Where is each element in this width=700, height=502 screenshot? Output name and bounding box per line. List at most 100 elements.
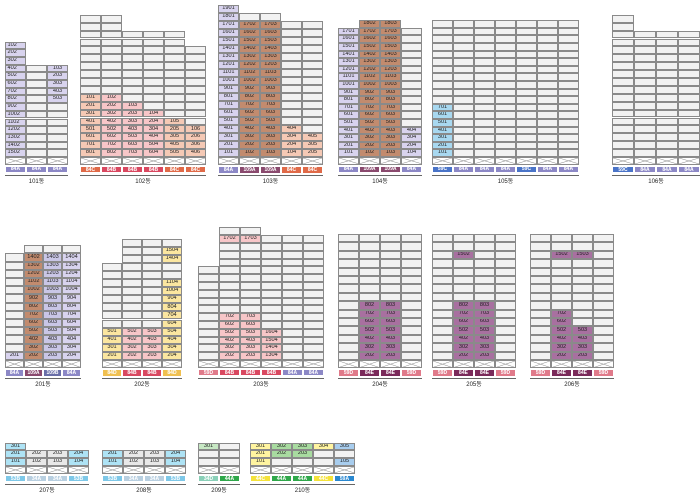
unit-cell: 1403 bbox=[380, 50, 401, 59]
pilotis-cell bbox=[47, 157, 68, 165]
unit-cell: 301 bbox=[5, 442, 26, 451]
unit-cell: 1403 bbox=[43, 253, 62, 262]
unit-cell bbox=[401, 234, 422, 243]
unit-cell bbox=[164, 85, 185, 94]
unit-cell: 903 bbox=[380, 88, 401, 97]
unit-cell bbox=[558, 73, 579, 81]
unit-cell: 303 bbox=[260, 133, 281, 141]
unit-cell bbox=[240, 289, 261, 298]
unit-cell bbox=[26, 118, 47, 127]
unit-cell bbox=[656, 117, 678, 126]
unit-cell bbox=[80, 30, 101, 39]
unit-cell: 702 bbox=[24, 310, 43, 319]
unit-cell bbox=[593, 234, 614, 243]
unit-cell: 702 bbox=[453, 309, 474, 318]
unit-cell bbox=[142, 303, 162, 312]
unit-cell: 602 bbox=[24, 319, 43, 328]
unit-cell: 206 bbox=[185, 133, 206, 142]
unit-cell: 103 bbox=[260, 149, 281, 157]
unit-cell bbox=[380, 267, 401, 276]
unit-type-label: 84B bbox=[122, 369, 142, 377]
unit-cell bbox=[122, 311, 142, 320]
unit-type-label: 84D bbox=[162, 369, 182, 377]
unit-cell: 802 bbox=[359, 96, 380, 104]
unit-cell bbox=[198, 305, 219, 314]
unit-cell: 104 bbox=[143, 109, 164, 118]
unit-type-label: 84A bbox=[282, 368, 303, 377]
unit-cell bbox=[678, 125, 700, 134]
unit-cell bbox=[380, 276, 401, 285]
unit-cell bbox=[495, 27, 516, 36]
pilotis-cell bbox=[380, 360, 401, 369]
unit-cell bbox=[516, 43, 537, 51]
unit-cell: 1402 bbox=[359, 50, 380, 59]
unit-cell bbox=[282, 258, 303, 267]
unit-cell bbox=[572, 318, 593, 327]
unit-cell bbox=[359, 259, 380, 268]
unit-cell bbox=[593, 301, 614, 310]
unit-cell: 404 bbox=[143, 133, 164, 142]
unit-cell bbox=[432, 88, 453, 97]
unit-cell bbox=[261, 250, 282, 259]
unit-cell bbox=[80, 38, 101, 47]
unit-cell: 104 bbox=[401, 149, 422, 157]
unit-cell bbox=[101, 78, 122, 86]
unit-cell bbox=[612, 46, 634, 55]
unit-cell: 401 bbox=[80, 117, 101, 126]
unit-type-label: 84B bbox=[101, 165, 122, 174]
unit-cell bbox=[453, 276, 474, 285]
unit-cell: 105 bbox=[334, 458, 355, 466]
unit-cell bbox=[453, 73, 474, 81]
pilotis-cell bbox=[102, 466, 123, 474]
unit-cell bbox=[432, 234, 453, 243]
unit-cell bbox=[198, 289, 219, 298]
unit-cell bbox=[453, 234, 474, 243]
pilotis-cell bbox=[678, 157, 700, 165]
unit-cell: 203 bbox=[240, 352, 261, 360]
unit-cell: 1003 bbox=[260, 77, 281, 85]
unit-cell bbox=[282, 305, 303, 314]
unit-type-label: 84E bbox=[453, 369, 474, 377]
unit-type-label: 59D bbox=[198, 368, 219, 377]
unit-cell bbox=[432, 58, 453, 66]
unit-cell: 303 bbox=[47, 80, 68, 88]
unit-cell bbox=[47, 141, 68, 150]
unit-cell: 103 bbox=[47, 458, 68, 466]
unit-cell bbox=[656, 93, 678, 102]
unit-cell bbox=[558, 134, 579, 142]
unit-cell bbox=[164, 78, 185, 86]
unit-cell bbox=[678, 70, 700, 78]
unit-cell bbox=[612, 62, 634, 71]
unit-cell bbox=[558, 65, 579, 74]
unit-cell: 503 bbox=[260, 117, 281, 125]
unit-cell: 602 bbox=[219, 321, 240, 329]
pilotis-cell bbox=[359, 157, 380, 165]
unit-cell bbox=[474, 119, 495, 127]
unit-cell: 201 bbox=[432, 141, 453, 150]
unit-type-label: 84B bbox=[240, 368, 261, 377]
unit-cell: 603 bbox=[474, 318, 495, 327]
unit-cell bbox=[47, 133, 68, 142]
unit-cell: 604 bbox=[162, 319, 182, 328]
unit-cell: 202 bbox=[24, 351, 43, 360]
unit-cell bbox=[537, 50, 558, 59]
unit-cell: 1301 bbox=[338, 58, 359, 66]
unit-cell bbox=[656, 70, 678, 78]
unit-cell bbox=[537, 103, 558, 112]
unit-cell: 1602 bbox=[239, 29, 260, 37]
unit-cell: 401 bbox=[338, 126, 359, 135]
unit-cell bbox=[122, 46, 143, 55]
unit-cell bbox=[474, 20, 495, 28]
building-name: 209동 bbox=[211, 487, 227, 494]
unit-cell: 402 bbox=[122, 335, 142, 344]
unit-cell: 502 bbox=[551, 326, 572, 335]
unit-cell bbox=[26, 80, 47, 88]
unit-cell: 1402 bbox=[24, 253, 43, 262]
unit-type-label: 84A bbox=[495, 165, 516, 174]
unit-cell bbox=[432, 96, 453, 104]
unit-cell: 602 bbox=[359, 318, 380, 327]
pilotis-cell bbox=[474, 157, 495, 165]
unit-cell bbox=[5, 343, 24, 352]
unit-cell bbox=[303, 321, 324, 329]
pilotis-cell bbox=[612, 157, 634, 165]
